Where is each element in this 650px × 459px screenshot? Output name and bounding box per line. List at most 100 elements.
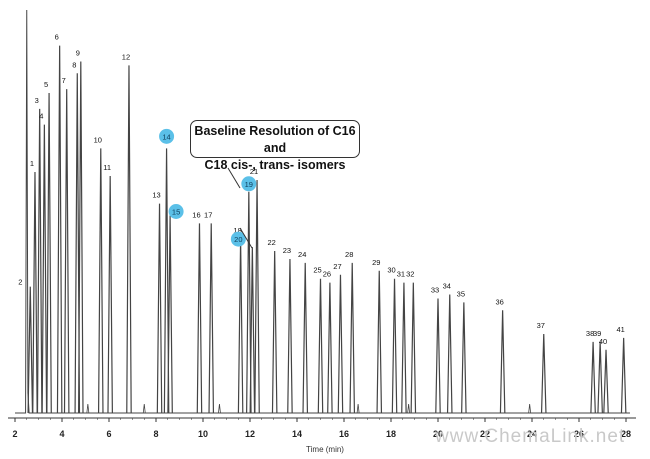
peak-label-1: 1 <box>30 159 34 168</box>
x-tick-label: 22 <box>480 429 490 439</box>
peak <box>287 258 293 414</box>
peak-label-26: 26 <box>323 270 331 279</box>
x-tick-label: 10 <box>198 429 208 439</box>
peak <box>41 124 48 414</box>
peak <box>603 349 609 414</box>
peak-label-4: 4 <box>39 112 43 121</box>
x-axis: 2 4 6 8 10 12 14 16 18 20 22 24 26 28 <box>8 417 636 439</box>
peak-label-5: 5 <box>44 80 48 89</box>
peak <box>391 278 398 414</box>
x-tick-label: 20 <box>433 429 443 439</box>
peak-label-34: 34 <box>443 282 451 291</box>
peak <box>97 148 104 414</box>
peak-label-36: 36 <box>495 297 503 306</box>
peak <box>196 223 203 414</box>
peak <box>590 341 596 414</box>
peak <box>446 294 453 414</box>
peak-label-9: 9 <box>76 48 80 57</box>
peak <box>56 45 63 414</box>
x-tick-label: 26 <box>574 429 584 439</box>
minor-peak <box>528 403 532 414</box>
peak <box>36 108 43 414</box>
highlight-marker-20 <box>230 231 246 247</box>
peak-label-2: 2 <box>18 278 22 287</box>
highlight-markers: 14 15 19 20 <box>159 128 257 247</box>
peak-label-22: 22 <box>268 238 276 247</box>
peak-label-24: 24 <box>298 250 306 259</box>
x-tick-label: 4 <box>59 429 64 439</box>
peak <box>327 282 333 414</box>
peak-label-11: 11 <box>103 163 111 172</box>
peak-label-20: 20 <box>234 235 242 244</box>
highlight-marker-14 <box>159 128 175 144</box>
peak <box>63 89 70 414</box>
peak-label-3: 3 <box>35 96 39 105</box>
peak-label-27: 27 <box>333 262 341 271</box>
x-tick-label: 24 <box>527 429 537 439</box>
x-tick-label: 6 <box>106 429 111 439</box>
peak-label-17: 17 <box>204 210 212 219</box>
callout-pointers <box>227 167 253 249</box>
peak <box>271 251 278 414</box>
highlight-marker-15 <box>168 204 184 219</box>
minor-peak <box>142 403 146 414</box>
callout-pointer <box>227 167 241 189</box>
peak-label-30: 30 <box>387 266 395 275</box>
peak-label-7: 7 <box>62 76 66 85</box>
peak-label-28: 28 <box>345 250 353 259</box>
peak <box>349 262 356 414</box>
peak-label-8: 8 <box>72 60 76 69</box>
peak-label-31: 31 <box>397 270 405 279</box>
peak <box>163 148 170 414</box>
minor-peak <box>356 403 360 414</box>
peak <box>32 172 38 414</box>
x-axis-label: Time (min) <box>306 445 344 454</box>
peak <box>597 341 603 414</box>
minor-peak <box>86 403 90 414</box>
peak <box>337 274 344 414</box>
x-tick-label: 18 <box>386 429 396 439</box>
x-tick-label: 14 <box>292 429 302 439</box>
peak-label-6: 6 <box>55 33 59 42</box>
peak-label-33: 33 <box>431 285 439 294</box>
callout-pointer <box>239 227 253 249</box>
watermark: www.ChemaLink.net <box>435 426 626 447</box>
x-tick-label: 28 <box>621 429 631 439</box>
peak <box>302 262 309 414</box>
peak <box>435 298 441 414</box>
peak-label-16: 16 <box>192 210 200 219</box>
x-tick-label: 8 <box>153 429 158 439</box>
peak <box>46 93 52 414</box>
peak <box>156 203 163 414</box>
annotation-line-2: C18 cis-, trans- isomers <box>204 158 346 172</box>
peak-label-15: 15 <box>172 208 180 217</box>
peak-label-19: 19 <box>245 180 253 189</box>
peak <box>499 310 506 414</box>
peak <box>401 282 407 414</box>
peak-label-38: 38 <box>586 329 594 338</box>
peak <box>540 333 547 414</box>
peak-label-14: 14 <box>162 132 170 141</box>
peak <box>620 337 627 414</box>
minor-peak <box>407 403 411 414</box>
x-tick-label: 16 <box>339 429 349 439</box>
peak-label-18: 18 <box>233 226 241 235</box>
peak-label-25: 25 <box>313 266 321 275</box>
peak-label-35: 35 <box>457 289 465 298</box>
peak <box>317 278 324 414</box>
peak <box>167 215 173 414</box>
peak-label-29: 29 <box>372 258 380 267</box>
peak-label-37: 37 <box>537 321 545 330</box>
peak-label-12: 12 <box>122 52 130 61</box>
annotation-line-1: Baseline Resolution of C16 and <box>194 124 356 155</box>
x-tick-label: 12 <box>245 429 255 439</box>
baseline <box>15 9 630 414</box>
peak <box>249 247 256 414</box>
peak-label-21: 21 <box>250 167 258 176</box>
peak-label-13: 13 <box>152 191 160 200</box>
peak <box>126 65 132 414</box>
peak <box>410 282 417 414</box>
x-tick-label: 2 <box>12 429 17 439</box>
